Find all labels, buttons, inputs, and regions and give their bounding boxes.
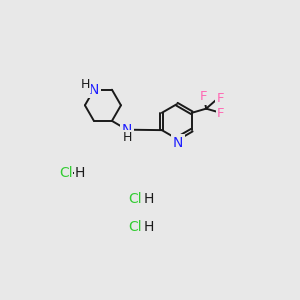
Text: Cl: Cl [128, 192, 142, 206]
Text: F: F [216, 92, 224, 105]
Text: N: N [173, 136, 183, 150]
Text: Cl: Cl [128, 220, 142, 234]
Text: N: N [122, 123, 132, 137]
Text: H: H [144, 220, 154, 234]
Text: N: N [89, 83, 99, 97]
Text: H: H [144, 192, 154, 206]
Text: Cl: Cl [59, 167, 73, 180]
Text: H: H [80, 78, 90, 91]
Text: F: F [217, 107, 225, 120]
Text: H: H [75, 167, 85, 180]
Text: H: H [122, 131, 132, 144]
Text: F: F [200, 90, 208, 103]
